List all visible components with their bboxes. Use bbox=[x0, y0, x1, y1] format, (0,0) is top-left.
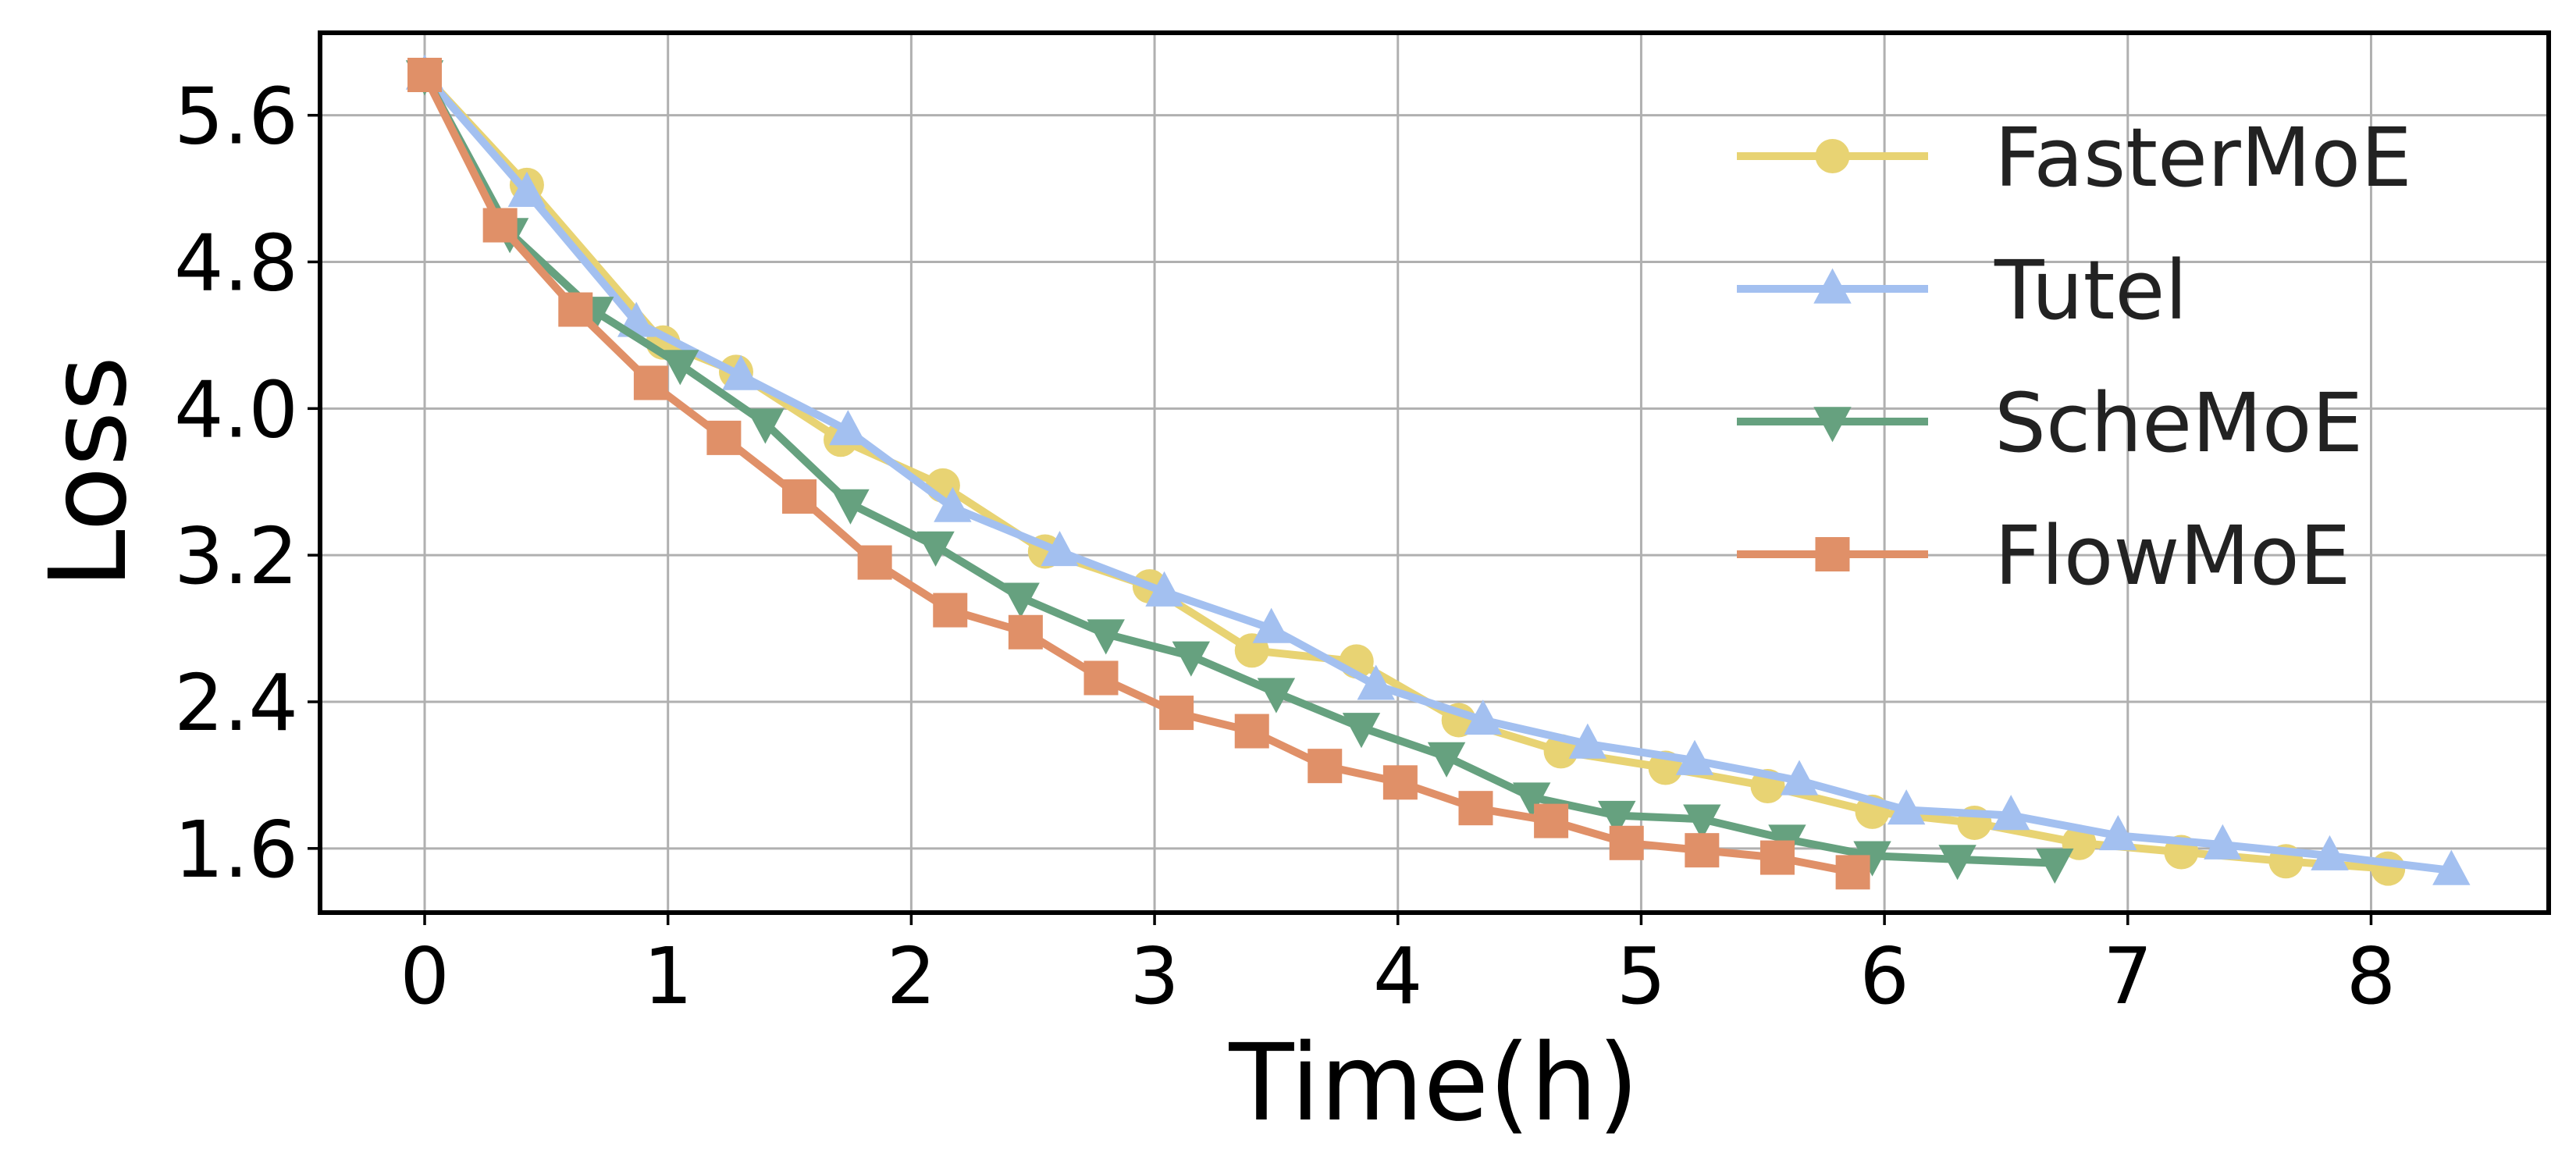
data-point-flowmoe bbox=[857, 545, 892, 580]
legend: FasterMoE Tutel ScheMoE FlowMoE bbox=[1737, 110, 2412, 603]
x-tick-label: 6 bbox=[1859, 931, 1909, 1022]
legend-marker-fastermoe bbox=[1815, 139, 1850, 173]
data-point-flowmoe bbox=[482, 208, 518, 243]
x-tick-label: 8 bbox=[2347, 931, 2396, 1022]
axis-ticks: 0 1 2 3 4 5 6 7 8 1.6 2.4 3.2 4.0 4.8 5.6 bbox=[174, 71, 2396, 1022]
data-point-flowmoe bbox=[1382, 765, 1418, 800]
data-point-schemoe bbox=[1087, 619, 1125, 655]
data-point-flowmoe bbox=[1458, 791, 1493, 826]
y-tick-label: 4.0 bbox=[174, 364, 298, 455]
data-point-schemoe bbox=[1938, 845, 1976, 881]
data-point-flowmoe bbox=[706, 420, 742, 455]
data-point-schemoe bbox=[916, 531, 955, 567]
data-point-flowmoe bbox=[407, 58, 443, 93]
data-point-tutel bbox=[507, 171, 546, 207]
data-point-schemoe bbox=[1683, 804, 1721, 840]
data-point-flowmoe bbox=[1534, 803, 1569, 838]
data-point-tutel bbox=[2099, 814, 2137, 851]
data-point-flowmoe bbox=[558, 292, 593, 327]
legend-item-flowmoe: FlowMoE bbox=[1737, 508, 2350, 603]
data-point-flowmoe bbox=[933, 593, 968, 628]
data-point-flowmoe bbox=[633, 365, 668, 400]
data-point-flowmoe bbox=[1008, 614, 1043, 650]
legend-label-fastermoe: FasterMoE bbox=[1994, 110, 2412, 205]
legend-label-tutel: Tutel bbox=[1994, 243, 2187, 338]
data-point-schemoe bbox=[1172, 641, 1211, 677]
y-tick-label: 2.4 bbox=[174, 657, 298, 749]
data-point-tutel bbox=[829, 410, 867, 446]
x-tick-label: 4 bbox=[1373, 931, 1423, 1022]
x-axis-label: Time(h) bbox=[1228, 1022, 1638, 1145]
legend-item-schemoe: ScheMoE bbox=[1737, 376, 2363, 471]
data-point-schemoe bbox=[1342, 713, 1381, 749]
series-line-tutel bbox=[421, 71, 2456, 874]
y-tick-label: 4.8 bbox=[174, 217, 298, 308]
data-point-tutel bbox=[2432, 849, 2471, 885]
data-point-flowmoe bbox=[1234, 714, 1269, 749]
series-line-schemoe bbox=[421, 71, 2059, 867]
data-point-tutel bbox=[2311, 835, 2349, 870]
data-point-tutel bbox=[1041, 531, 1079, 567]
data-point-flowmoe bbox=[1609, 825, 1644, 860]
data-point-flowmoe bbox=[1685, 833, 1720, 868]
data-point-flowmoe bbox=[1308, 749, 1343, 784]
data-point-schemoe bbox=[1512, 782, 1551, 818]
data-point-schemoe bbox=[831, 489, 870, 525]
legend-item-fastermoe: FasterMoE bbox=[1737, 110, 2412, 205]
data-point-schemoe bbox=[1853, 841, 1891, 877]
data-point-tutel bbox=[934, 486, 972, 522]
data-point-schemoe bbox=[746, 408, 785, 444]
data-point-tutel bbox=[1145, 571, 1183, 607]
series-group bbox=[405, 54, 2471, 890]
legend-label-schemoe: ScheMoE bbox=[1994, 376, 2363, 471]
data-point-flowmoe bbox=[782, 479, 817, 514]
data-point-tutel bbox=[1675, 739, 1714, 775]
data-point-tutel bbox=[1568, 723, 1607, 759]
x-tick-label: 3 bbox=[1130, 931, 1179, 1022]
y-tick-label: 1.6 bbox=[174, 804, 298, 895]
series-schemoe bbox=[405, 60, 2074, 884]
x-tick-label: 7 bbox=[2103, 931, 2153, 1022]
data-point-fastermoe bbox=[2371, 851, 2406, 886]
legend-marker-flowmoe bbox=[1815, 537, 1850, 571]
y-tick-label: 5.6 bbox=[174, 71, 298, 162]
x-tick-label: 5 bbox=[1617, 931, 1667, 1022]
data-point-tutel bbox=[722, 354, 760, 390]
y-axis-label: Loss bbox=[27, 356, 151, 589]
x-tick-label: 0 bbox=[400, 931, 450, 1022]
data-point-schemoe bbox=[2036, 848, 2074, 884]
data-point-tutel bbox=[1887, 789, 1926, 825]
data-point-tutel bbox=[1464, 699, 1503, 735]
y-tick-label: 3.2 bbox=[174, 511, 298, 602]
data-point-schemoe bbox=[1427, 742, 1466, 778]
data-point-schemoe bbox=[661, 350, 699, 386]
series-flowmoe bbox=[407, 58, 1870, 890]
data-point-flowmoe bbox=[1835, 855, 1870, 890]
data-point-flowmoe bbox=[1759, 840, 1795, 875]
x-tick-label: 2 bbox=[887, 931, 937, 1022]
data-point-schemoe bbox=[1598, 800, 1636, 836]
data-point-tutel bbox=[2204, 824, 2242, 860]
data-point-tutel bbox=[1252, 607, 1290, 643]
data-point-schemoe bbox=[1002, 582, 1040, 618]
data-point-tutel bbox=[1991, 795, 2030, 831]
plot-frame bbox=[318, 30, 2551, 915]
data-point-schemoe bbox=[1257, 678, 1296, 714]
legend-label-flowmoe: FlowMoE bbox=[1994, 508, 2350, 603]
data-point-flowmoe bbox=[1159, 696, 1194, 731]
data-point-tutel bbox=[1357, 664, 1395, 700]
legend-marker-tutel bbox=[1813, 268, 1852, 304]
data-point-flowmoe bbox=[1083, 660, 1119, 696]
legend-item-tutel: Tutel bbox=[1737, 243, 2187, 338]
data-point-tutel bbox=[1780, 760, 1819, 795]
x-tick-label: 1 bbox=[643, 931, 693, 1022]
legend-marker-schemoe bbox=[1813, 407, 1852, 443]
